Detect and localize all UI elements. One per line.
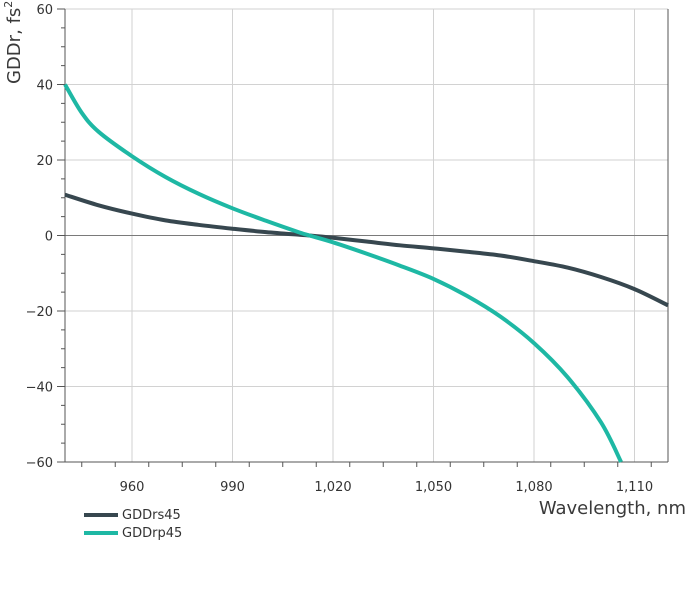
series-line-gddrp45 — [63, 83, 623, 463]
y-axis-title: GDDr, fs2 — [2, 1, 25, 84]
series-line-gddrs45 — [64, 192, 669, 308]
y-tick-label: 0 — [45, 230, 53, 245]
tick-labels: 60 40 20 0 −20 −40 −60 960 990 1,020 1,050 1,080 1,1… — [26, 3, 654, 495]
x-axis-title: Wavelength, nm — [539, 498, 686, 519]
x-tick-label: 1,020 — [314, 480, 351, 495]
legend-item-gddrp45: GDDrp45 — [84, 526, 182, 541]
legend-label-gddrs45: GDDrs45 — [122, 508, 181, 523]
y-tick-label: 40 — [36, 79, 53, 94]
y-axis-title-superscript: 2 — [2, 1, 15, 8]
y-tick-label: −40 — [26, 381, 53, 396]
x-tick-label: 960 — [120, 480, 145, 495]
x-tick-label: 1,080 — [515, 480, 552, 495]
y-tick-label: 20 — [36, 154, 53, 169]
axes — [57, 8, 669, 467]
legend-label-gddrp45: GDDrp45 — [122, 526, 182, 541]
y-tick-label: −20 — [26, 305, 53, 320]
y-tick-label: 60 — [36, 3, 53, 18]
legend: GDDrs45 GDDrp45 — [84, 508, 182, 541]
x-tick-label: 1,050 — [415, 480, 452, 495]
series-lines — [63, 83, 669, 463]
grid — [65, 8, 668, 463]
y-axis-title-text: GDDr, fs — [4, 8, 25, 84]
legend-item-gddrs45: GDDrs45 — [84, 508, 181, 523]
x-tick-label: 1,110 — [616, 480, 653, 495]
y-tick-label: −60 — [26, 456, 53, 471]
x-tick-label: 990 — [220, 480, 245, 495]
